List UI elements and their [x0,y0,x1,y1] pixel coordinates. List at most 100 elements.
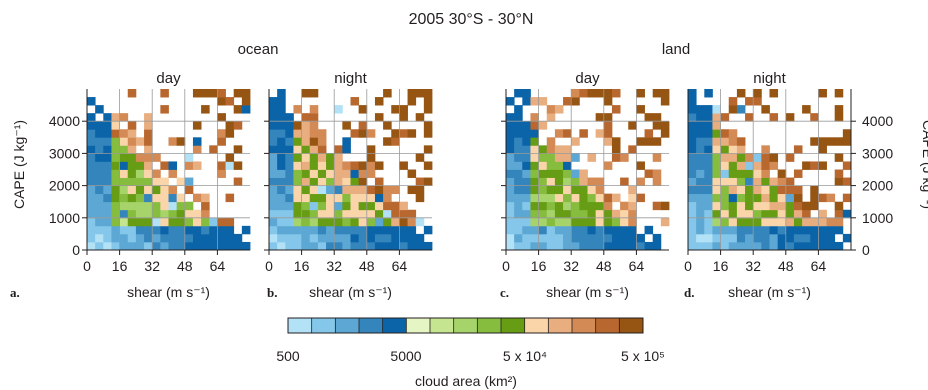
heatmap-cell [579,225,588,235]
heatmap-cell [184,201,194,211]
heatmap-cell [628,201,637,211]
heatmap-cell [144,161,153,170]
heatmap-cell [152,225,161,235]
x-tick-label: 32 [563,258,579,274]
heatmap-cell [334,225,343,235]
heatmap-cell [802,233,811,243]
heatmap-cell [135,217,145,227]
heatmap-cell [176,233,186,243]
heatmap-cell [769,193,779,203]
heatmap-cell [225,233,235,243]
heatmap-cell [103,201,112,211]
heatmap-cell [530,201,539,211]
colorbar-swatch [406,318,431,333]
heatmap-cell [777,177,787,186]
heatmap-cell [506,169,515,178]
heatmap-cell [87,225,96,235]
heatmap-cell [415,233,425,243]
heatmap-cell [334,177,343,186]
heatmap-cell [309,209,319,219]
heatmap-cell [652,169,662,178]
heatmap-cell [506,153,515,162]
heatmap-cell [168,233,178,243]
heatmap-cell [317,185,327,195]
colorbar-swatch [501,318,525,333]
group-label-land: land [662,41,690,58]
heatmap-cell [119,113,129,122]
heatmap-cell [506,121,515,130]
heatmap-cell [285,113,294,122]
heatmap-cell [538,193,548,203]
heatmap-cell [342,217,351,227]
heatmap-cell [538,153,548,162]
heatmap-cell [818,193,827,203]
heatmap-cell [745,185,754,195]
heatmap-cell [842,177,852,186]
heatmap-cell [720,233,730,243]
heatmap-cell [769,185,779,195]
y-tick-label: 0 [862,242,870,258]
heatmap-cell [538,185,548,195]
heatmap-cell [103,137,112,146]
heatmap-cell [514,185,523,195]
heatmap-cell [538,121,548,130]
heatmap-cell [728,201,738,211]
heatmap-cell [514,193,523,203]
heatmap-cell [818,209,827,219]
heatmap-cell [736,161,746,170]
heatmap-cell [168,161,178,170]
heatmap-cell [209,145,218,154]
heatmap-cell [350,177,360,186]
heatmap-cell [293,161,302,170]
heatmap-cell [579,185,588,195]
heatmap-cell [818,137,827,146]
heatmap-cell [301,233,311,243]
heatmap-cell [587,153,597,162]
heatmap-cell [160,161,169,170]
heatmap-cell [761,169,770,178]
y-axis-label: CAPE (J kg⁻¹) [920,120,928,209]
heatmap-cell [514,113,523,122]
heatmap-cell [119,201,129,211]
heatmap-cell [285,201,294,211]
heatmap-cell [225,193,235,203]
heatmap-cell [522,177,531,186]
heatmap-cell [603,129,613,138]
heatmap-cell [111,209,120,219]
heatmap-cell [802,217,811,227]
heatmap-cell [269,113,278,122]
heatmap-cell [587,193,597,203]
heatmap-cell [834,177,844,186]
heatmap-cell [720,209,730,219]
heatmap-cell [95,145,104,154]
heatmap-cell [546,153,556,162]
heatmap-cell [818,241,827,251]
heatmap-cell [269,201,278,211]
heatmap-cell [87,113,96,122]
heatmap-cell [342,233,351,243]
heatmap-cell [95,161,104,170]
colorbar-swatch [335,318,360,333]
heatmap-cell [111,161,120,170]
heatmap-cell [317,201,327,211]
heatmap-cell [152,185,161,195]
heatmap-cell [366,161,376,170]
heatmap-cell [334,217,343,227]
heatmap-cell [761,201,770,211]
heatmap-cell [522,153,531,162]
heatmap-cell [334,105,343,114]
heatmap-cell [317,129,327,138]
heatmap-cell [423,145,433,154]
heatmap-cell [342,161,351,170]
heatmap-cell [192,217,202,227]
heatmap-cell [87,145,96,154]
heatmap-cell [309,241,319,251]
heatmap-cell [111,153,120,162]
heatmap-cell [777,233,787,243]
heatmap-cell [407,185,417,195]
heatmap-cell [704,161,713,170]
heatmap-cell [728,161,738,170]
heatmap-cell [769,201,779,211]
heatmap-cell [358,129,368,138]
heatmap-cell [736,169,746,178]
